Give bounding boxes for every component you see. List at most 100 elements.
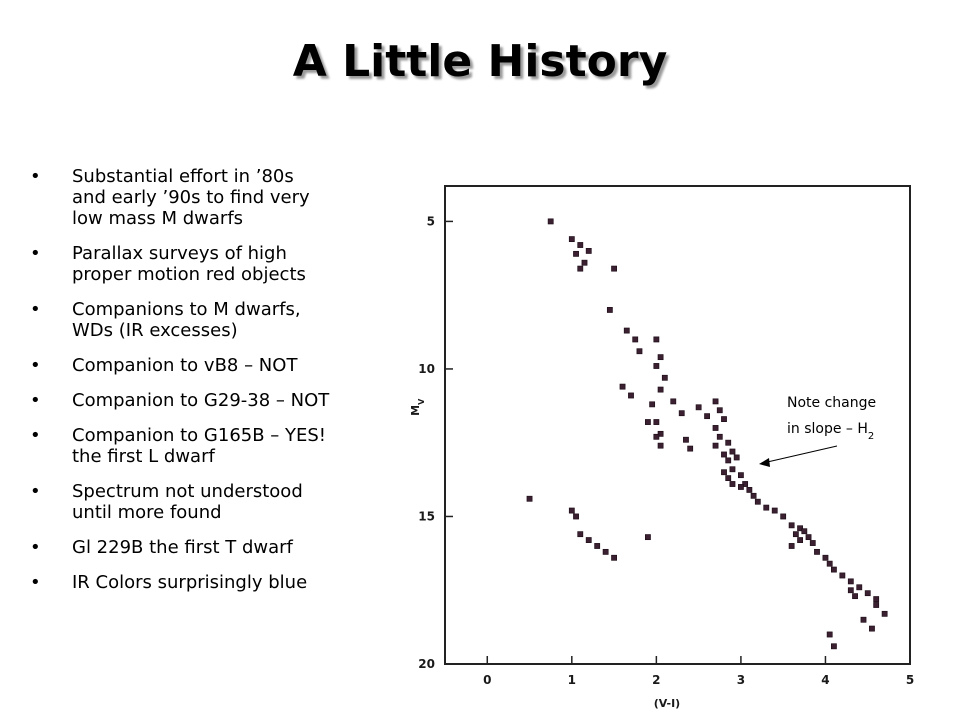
x-tick-label: 1 — [568, 673, 576, 687]
data-point — [826, 631, 833, 638]
data-point — [881, 610, 888, 617]
bullet-marker: • — [30, 537, 41, 558]
data-point — [683, 436, 689, 443]
chart-background — [405, 170, 930, 715]
data-point — [801, 528, 808, 535]
data-point — [606, 307, 613, 313]
x-axis-label: (V-I) — [654, 697, 680, 710]
data-point — [746, 487, 753, 493]
note-line-2: in slope – H2 — [787, 421, 874, 442]
data-point — [577, 265, 584, 272]
bullet-list: • Substantial effort in ’80s and early ’9… — [30, 166, 412, 607]
bullet-item: • IR Colors surprisingly blue — [30, 572, 412, 593]
data-point — [687, 445, 694, 452]
note-arrow-head — [759, 458, 770, 467]
data-point — [657, 354, 664, 361]
y-tick-label: 20 — [418, 657, 435, 671]
note-subscript: 2 — [868, 431, 874, 442]
data-point — [792, 531, 799, 538]
data-point — [670, 398, 677, 405]
data-point — [738, 472, 744, 479]
data-point — [754, 498, 761, 505]
data-point — [847, 587, 854, 594]
data-point — [742, 481, 749, 487]
data-point — [780, 513, 787, 520]
data-point — [831, 566, 837, 573]
bullet-marker: • — [30, 572, 41, 593]
y-tick-label: 10 — [418, 362, 435, 376]
bullet-text: Companion to G165B – YES! the first L dw… — [72, 425, 327, 467]
bullet-text: Companion to G29-38 – NOT — [72, 390, 330, 411]
bullet-text: Parallax surveys of high proper motion r… — [72, 243, 306, 285]
data-point — [725, 457, 732, 464]
bullet-text: Gl 229B the first T dwarf — [72, 537, 293, 558]
data-point — [594, 543, 601, 549]
data-point — [645, 534, 651, 541]
data-point — [729, 466, 736, 473]
bullet-marker: • — [30, 243, 41, 264]
data-point — [805, 534, 812, 541]
data-point — [721, 416, 727, 422]
data-points — [526, 218, 888, 650]
data-point — [577, 242, 584, 248]
data-point — [716, 433, 723, 440]
data-point — [860, 616, 867, 623]
bullet-marker: • — [30, 299, 41, 320]
data-point — [653, 433, 660, 440]
data-point — [573, 513, 579, 520]
data-point — [704, 413, 710, 420]
data-point — [725, 475, 732, 482]
data-point — [721, 451, 727, 458]
data-point — [716, 407, 723, 414]
bullet-text: IR Colors surprisingly blue — [72, 572, 308, 593]
x-tick-label: 3 — [737, 673, 745, 687]
data-point — [725, 439, 732, 446]
x-tick-label: 5 — [906, 673, 914, 687]
bullet-marker: • — [30, 355, 41, 376]
data-point — [568, 236, 575, 243]
bullet-marker: • — [30, 390, 41, 411]
bullet-item: • Companion to vB8 – NOT — [30, 355, 412, 376]
data-point — [788, 543, 795, 549]
data-point — [797, 525, 803, 532]
note-arrow-line — [762, 445, 838, 464]
bullet-item: • Companion to G29-38 – NOT — [30, 390, 412, 411]
hr-diagram-scan: 0 1 2 3 4 5 5 10 15 20 (V-I) MV Note change in sl… — [405, 170, 930, 715]
data-point — [611, 265, 617, 272]
data-point — [873, 602, 880, 608]
data-point — [814, 548, 820, 555]
data-point — [585, 248, 592, 254]
x-tick-label: 2 — [652, 673, 660, 687]
y-tick-label: 15 — [418, 509, 435, 523]
data-point — [636, 348, 643, 355]
data-point — [729, 448, 736, 455]
data-point — [809, 540, 816, 546]
x-tick-label: 0 — [483, 673, 491, 687]
data-point — [750, 492, 757, 499]
slope-note: Note change in slope – H2 — [759, 395, 876, 467]
data-point — [657, 442, 664, 449]
data-point — [822, 554, 829, 561]
y-axis-label-subscript: V — [417, 398, 426, 405]
bullet-marker: • — [30, 166, 41, 187]
data-point — [678, 410, 685, 417]
bullet-item: • Gl 229B the first T dwarf — [30, 537, 412, 558]
data-point — [547, 218, 554, 225]
data-point — [712, 398, 719, 405]
data-point — [632, 336, 639, 343]
data-point — [649, 401, 656, 408]
data-point — [852, 593, 858, 600]
bullet-text: Companion to vB8 – NOT — [72, 355, 298, 376]
data-point — [568, 507, 575, 514]
data-point — [628, 392, 634, 399]
data-point — [712, 442, 719, 449]
note-line-1: Note change — [787, 395, 876, 411]
bullet-text: Substantial effort in ’80s and early ’90… — [72, 166, 310, 229]
data-point — [653, 419, 660, 425]
data-point — [526, 495, 533, 502]
bullet-item: • Parallax surveys of high proper motion … — [30, 243, 412, 285]
data-point — [788, 522, 795, 529]
data-point — [873, 596, 880, 602]
data-point — [826, 560, 833, 567]
data-point — [771, 507, 778, 514]
